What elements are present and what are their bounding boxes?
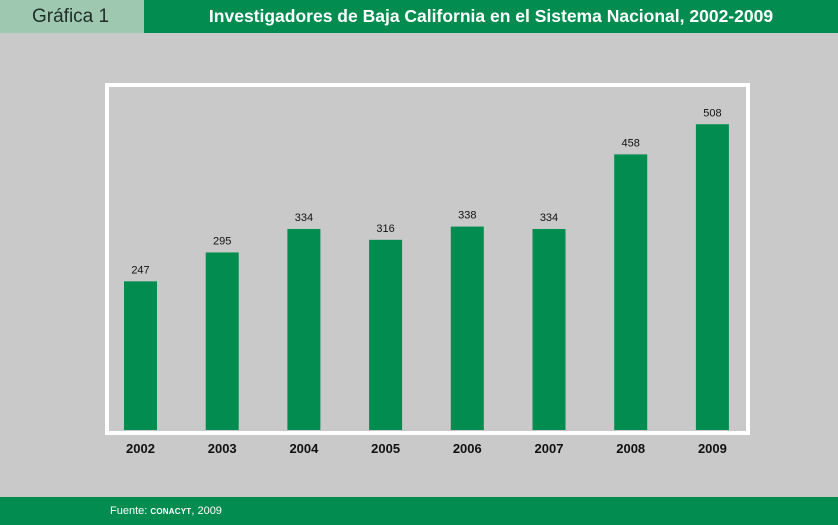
bars-group <box>124 124 729 431</box>
value-label-2008: 458 <box>622 137 640 149</box>
bar-2008 <box>614 154 648 431</box>
x-tick-label-2007: 2007 <box>535 441 564 456</box>
x-tick-label-2003: 2003 <box>208 441 237 456</box>
chart-number-label-box: Gráfica 1 <box>0 0 144 33</box>
value-label-2002: 247 <box>131 264 149 276</box>
value-label-2006: 338 <box>458 210 476 222</box>
chart-frame <box>105 83 750 435</box>
x-tick-labels-group: 2002 2003 2004 2005 2006 2007 2008 2009 <box>126 441 727 456</box>
bar-2002 <box>124 281 157 430</box>
x-tick-label-2004: 2004 <box>289 441 319 456</box>
x-tick-label-2009: 2009 <box>698 441 727 456</box>
x-tick-label-2008: 2008 <box>616 441 645 456</box>
value-label-2003: 295 <box>213 235 231 247</box>
bar-2004 <box>287 228 321 430</box>
x-tick-label-2005: 2005 <box>371 441 400 456</box>
chart-title: Investigadores de Baja California en el … <box>208 6 774 26</box>
bar-2005 <box>369 239 403 430</box>
bar-2007 <box>532 228 566 430</box>
chart-number-label: Gráfica 1 <box>32 5 110 27</box>
bar-2006 <box>450 226 484 430</box>
source-year: , 2009 <box>191 505 222 517</box>
value-label-2007: 334 <box>540 212 558 224</box>
value-label-2005: 316 <box>376 223 394 235</box>
x-tick-label-2006: 2006 <box>453 441 482 456</box>
value-label-2004: 334 <box>295 212 313 224</box>
source-org: CONACYT <box>150 507 192 516</box>
source-prefix: Fuente: <box>110 505 148 517</box>
value-label-2009: 508 <box>703 107 721 119</box>
footer-bar: Fuente: CONACYT, 2009 <box>0 497 838 525</box>
bar-2009 <box>695 124 729 431</box>
bar-2003 <box>205 252 239 430</box>
source-note: Fuente: CONACYT, 2009 <box>110 505 222 517</box>
x-tick-label-2002: 2002 <box>126 441 155 456</box>
value-labels-group: 247 295 334 316 338 334 458 508 <box>131 107 721 276</box>
